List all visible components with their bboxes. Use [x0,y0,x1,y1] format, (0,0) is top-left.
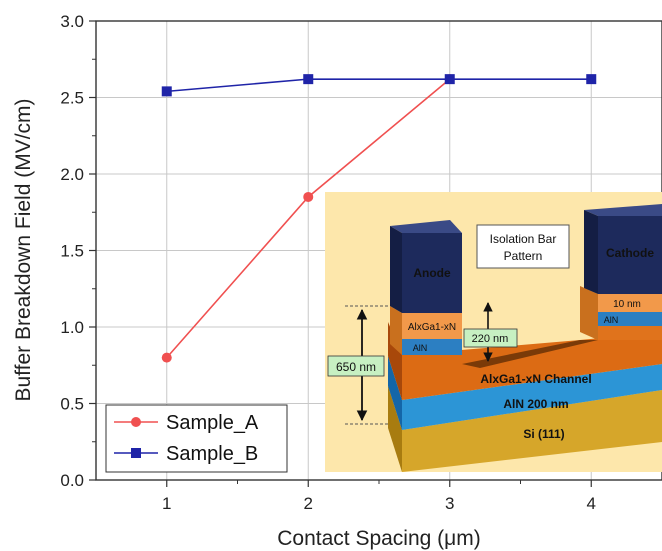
right-stack-side [580,286,598,340]
aln-200-layer-side [388,356,402,430]
axis-ticks: 1 2 3 4 0.0 0.5 1.0 1.5 2.0 2.5 3.0 [60,12,596,513]
cathode-top-algan-layer [598,294,662,312]
thickness-220-label: 220 nm [472,333,509,345]
isolation-label-line2: Pattern [504,249,543,263]
aln-left-label: AlN [413,343,428,353]
y-tick-label: 1.5 [60,242,84,261]
data-point-sample-b [303,74,314,85]
ten-nm-label: 10 nm [613,299,641,310]
y-tick-label: 0.0 [60,471,84,490]
legend-box [105,404,288,473]
data-point-sample-b [586,74,597,85]
algan-left-label: AlxGa1-xN [408,322,456,333]
legend-label-sample-b: Sample_B [166,443,258,465]
x-tick-label: 4 [587,494,596,513]
y-tick-label: 3.0 [60,12,84,31]
y-axis-title: Buffer Breakdown Field (MV/cm) [12,98,35,401]
data-point-sample-a [303,191,314,202]
data-point-sample-a [161,352,172,363]
cathode-contact [598,216,662,294]
cathode-algan-under-layer [598,326,662,340]
series-line-sample-b [166,78,592,93]
aln-right-label: AlN [604,315,619,325]
left-stack-side [390,306,402,355]
y-tick-label: 2.0 [60,165,84,184]
anode-algan-layer [402,313,462,339]
trench-floor [462,340,598,368]
anode-contact-top [390,220,462,233]
x-axis-title: Contact Spacing (μm) [277,527,481,550]
x-tick-label: 2 [304,494,313,513]
aln-200-layer [402,364,662,430]
channel-label: AlxGa1-xN Channel [480,372,591,386]
series-layer [161,74,597,363]
isolation-label-box [476,224,570,269]
data-point-sample-b [161,86,172,97]
si-label: Si (111) [523,427,564,441]
cathode-contact-top [584,204,662,216]
device-cross-section-inset: Isolation Bar Pattern Anode Cathode AlxG… [325,192,662,472]
isolation-label-line1: Isolation Bar [490,232,557,246]
legend-label-sample-a: Sample_A [166,412,259,434]
channel-layer [402,332,662,400]
y-tick-label: 1.0 [60,318,84,337]
y-tick-label: 2.5 [60,89,84,108]
anode-label: Anode [413,266,451,280]
cathode-contact-side [584,210,598,294]
data-point-sample-b [444,74,455,85]
y-tick-label: 0.5 [60,395,84,414]
thickness-650-label: 650 nm [336,360,376,374]
x-tick-label: 1 [162,494,171,513]
si-layer [402,390,662,472]
cathode-aln-layer [598,312,662,326]
anode-aln-layer [402,339,462,355]
thickness-650-box [327,355,385,377]
x-tick-label: 3 [445,494,454,513]
thickness-220-box [463,328,518,348]
anode-contact [402,233,462,313]
legend: Sample_A Sample_B [105,404,288,473]
anode-contact-side [390,226,402,313]
cathode-label: Cathode [606,246,654,260]
si-layer-side [388,386,402,472]
legend-marker-sample-a [131,417,141,427]
aln-200-label: AlN 200 nm [503,397,568,411]
legend-marker-sample-b [131,448,141,458]
